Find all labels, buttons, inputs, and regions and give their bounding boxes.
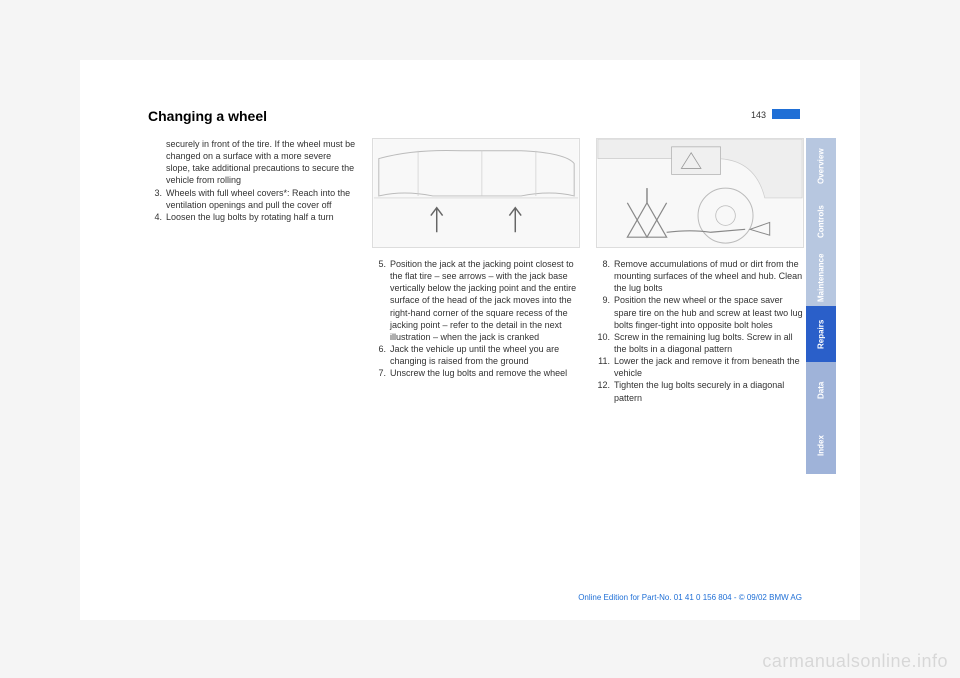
step-text: Tighten the lug bolts securely in a diag… — [614, 379, 804, 403]
step-text: Remove accumulations of mud or dirt from… — [614, 258, 804, 294]
tab-repairs[interactable]: Repairs — [806, 306, 836, 362]
step-text: Wheels with full wheel covers*: Reach in… — [166, 187, 356, 211]
side-tabs: Overview Controls Maintenance Repairs Da… — [806, 138, 836, 474]
step-text: Screw in the remaining lug bolts. Screw … — [614, 331, 804, 355]
step-num: 10. — [596, 331, 614, 355]
column-3: 8.Remove accumulations of mud or dirt fr… — [596, 138, 804, 404]
step-text: Lower the jack and remove it from beneat… — [614, 355, 804, 379]
step: 3.Wheels with full wheel covers*: Reach … — [148, 187, 356, 211]
step-num: 8. — [596, 258, 614, 294]
step: 4.Loosen the lug bolts by rotating half … — [148, 211, 356, 223]
page-number: 143 — [751, 110, 766, 120]
figure-jacking-points — [372, 138, 580, 248]
step: 7.Unscrew the lug bolts and remove the w… — [372, 367, 580, 379]
step: 6.Jack the vehicle up until the wheel yo… — [372, 343, 580, 367]
page-number-bar — [772, 109, 800, 119]
tab-index[interactable]: Index — [806, 418, 836, 474]
step-num: 5. — [372, 258, 390, 343]
step-text: Loosen the lug bolts by rotating half a … — [166, 211, 356, 223]
tab-maintenance[interactable]: Maintenance — [806, 250, 836, 306]
step: 8.Remove accumulations of mud or dirt fr… — [596, 258, 804, 294]
step-num: 7. — [372, 367, 390, 379]
page: Changing a wheel 143 securely in front o… — [80, 60, 860, 620]
intro-text: securely in front of the tire. If the wh… — [148, 138, 356, 187]
step: 12.Tighten the lug bolts securely in a d… — [596, 379, 804, 403]
step-num: 9. — [596, 294, 614, 330]
watermark: carmanualsonline.info — [762, 651, 948, 672]
step-text: Jack the vehicle up until the wheel you … — [390, 343, 580, 367]
header: Changing a wheel 143 — [148, 108, 800, 124]
step: 5.Position the jack at the jacking point… — [372, 258, 580, 343]
figure-jack-detail — [596, 138, 804, 248]
step-num: 6. — [372, 343, 390, 367]
tab-data[interactable]: Data — [806, 362, 836, 418]
step: 9.Position the new wheel or the space sa… — [596, 294, 804, 330]
step: 10.Screw in the remaining lug bolts. Scr… — [596, 331, 804, 355]
tab-controls[interactable]: Controls — [806, 194, 836, 250]
step-text: Position the jack at the jacking point c… — [390, 258, 580, 343]
step: 11.Lower the jack and remove it from ben… — [596, 355, 804, 379]
step-num: 4. — [148, 211, 166, 223]
tab-overview[interactable]: Overview — [806, 138, 836, 194]
column-1: securely in front of the tire. If the wh… — [148, 138, 356, 404]
step-text: Position the new wheel or the space save… — [614, 294, 804, 330]
page-title: Changing a wheel — [148, 108, 751, 124]
step-num: 3. — [148, 187, 166, 211]
content-columns: securely in front of the tire. If the wh… — [148, 138, 808, 404]
footer-text: Online Edition for Part-No. 01 41 0 156 … — [578, 593, 802, 602]
step-num: 12. — [596, 379, 614, 403]
step-num: 11. — [596, 355, 614, 379]
column-2: 5.Position the jack at the jacking point… — [372, 138, 580, 404]
step-text: Unscrew the lug bolts and remove the whe… — [390, 367, 580, 379]
